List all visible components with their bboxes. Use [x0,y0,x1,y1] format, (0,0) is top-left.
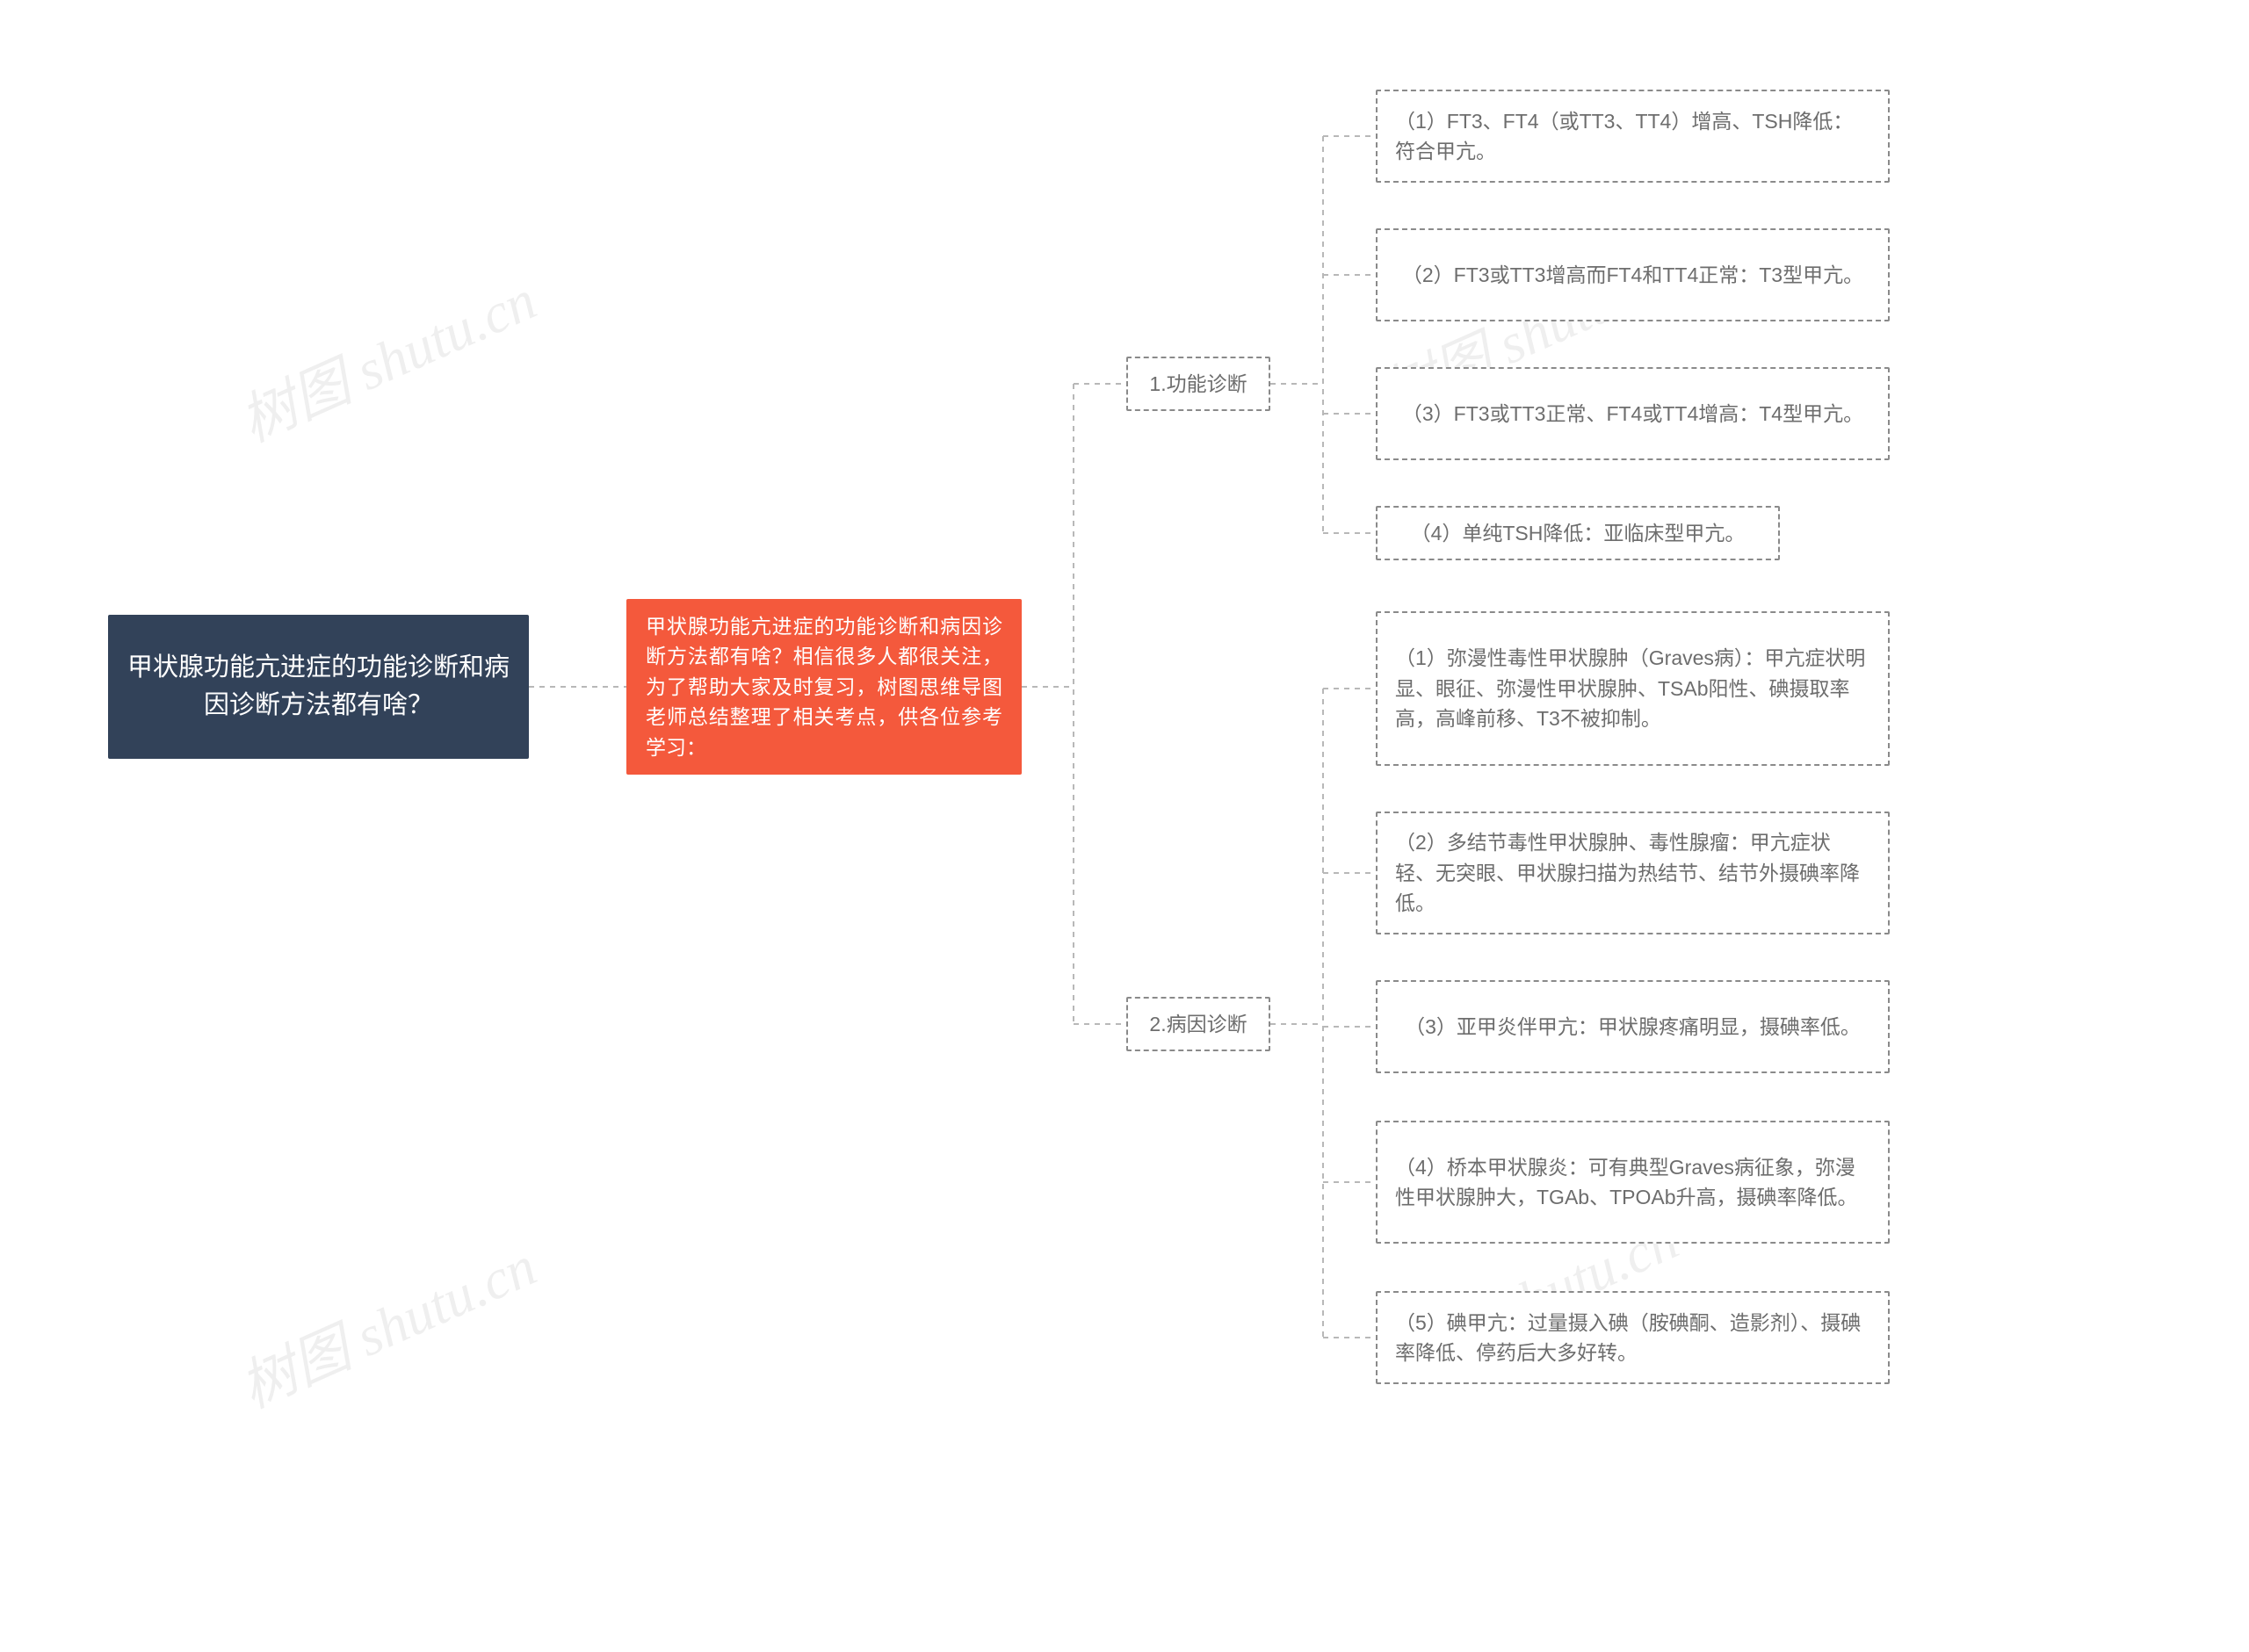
leaf-text: （3）亚甲炎伴甲亢：甲状腺疼痛明显，摄碘率低。 [1405,1012,1861,1042]
intro-text: 甲状腺功能亢进症的功能诊断和病因诊断方法都有啥？相信很多人都很关注，为了帮助大家… [646,611,1002,763]
leaf-node[interactable]: （3）亚甲炎伴甲亢：甲状腺疼痛明显，摄碘率低。 [1376,980,1890,1073]
leaf-text: （1）FT3、FT4（或TT3、TT4）增高、TSH降低：符合甲亢。 [1395,106,1870,167]
branch-1-text: 1.功能诊断 [1149,369,1247,400]
connectors [0,0,2249,1652]
leaf-text: （1）弥漫性毒性甲状腺肿（Graves病）：甲亢症状明显、眼征、弥漫性甲状腺肿、… [1395,643,1870,734]
intro-node[interactable]: 甲状腺功能亢进症的功能诊断和病因诊断方法都有啥？相信很多人都很关注，为了帮助大家… [626,599,1022,775]
leaf-text: （4）桥本甲状腺炎：可有典型Graves病征象，弥漫性甲状腺肿大，TGAb、TP… [1395,1152,1870,1213]
branch-1-label[interactable]: 1.功能诊断 [1126,357,1270,411]
leaf-text: （2）多结节毒性甲状腺肿、毒性腺瘤：甲亢症状轻、无突眼、甲状腺扫描为热结节、结节… [1395,827,1870,919]
root-text: 甲状腺功能亢进症的功能诊断和病因诊断方法都有啥？ [127,649,510,725]
leaf-text: （3）FT3或TT3正常、FT4或TT4增高：T4型甲亢。 [1402,399,1863,429]
leaf-text: （5）碘甲亢：过量摄入碘（胺碘酮、造影剂）、摄碘率降低、停药后大多好转。 [1395,1308,1870,1368]
leaf-node[interactable]: （4）单纯TSH降低：亚临床型甲亢。 [1376,506,1780,560]
mindmap-canvas: 树图 shutu.cn 树图 shutu.cn 树图 shutu.cn 树图 s… [0,0,2249,1652]
leaf-node[interactable]: （2）FT3或TT3增高而FT4和TT4正常：T3型甲亢。 [1376,228,1890,321]
watermark: 树图 shutu.cn [226,1222,546,1424]
leaf-node[interactable]: （3）FT3或TT3正常、FT4或TT4增高：T4型甲亢。 [1376,367,1890,460]
leaf-node[interactable]: （4）桥本甲状腺炎：可有典型Graves病征象，弥漫性甲状腺肿大，TGAb、TP… [1376,1121,1890,1244]
leaf-text: （2）FT3或TT3增高而FT4和TT4正常：T3型甲亢。 [1402,260,1863,291]
watermark: 树图 shutu.cn [226,256,546,458]
leaf-node[interactable]: （1）FT3、FT4（或TT3、TT4）增高、TSH降低：符合甲亢。 [1376,90,1890,183]
leaf-node[interactable]: （5）碘甲亢：过量摄入碘（胺碘酮、造影剂）、摄碘率降低、停药后大多好转。 [1376,1291,1890,1384]
root-node[interactable]: 甲状腺功能亢进症的功能诊断和病因诊断方法都有啥？ [108,615,529,759]
branch-2-label[interactable]: 2.病因诊断 [1126,997,1270,1051]
branch-2-text: 2.病因诊断 [1149,1009,1247,1040]
leaf-text: （4）单纯TSH降低：亚临床型甲亢。 [1411,518,1746,549]
leaf-node[interactable]: （1）弥漫性毒性甲状腺肿（Graves病）：甲亢症状明显、眼征、弥漫性甲状腺肿、… [1376,611,1890,766]
leaf-node[interactable]: （2）多结节毒性甲状腺肿、毒性腺瘤：甲亢症状轻、无突眼、甲状腺扫描为热结节、结节… [1376,812,1890,934]
